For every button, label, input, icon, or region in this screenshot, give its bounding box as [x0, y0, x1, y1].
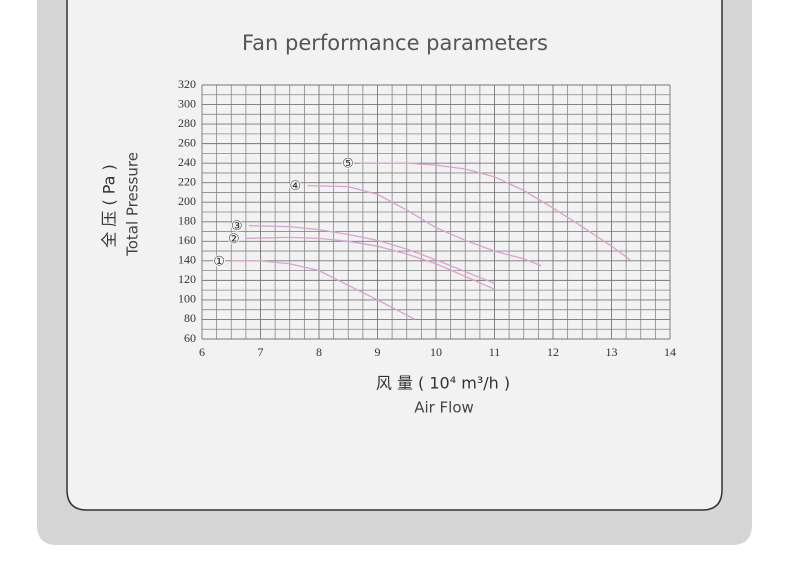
y-tick-label: 120	[178, 272, 196, 286]
series-line	[231, 260, 416, 321]
series-line	[245, 236, 495, 290]
x-tick-label: 6	[199, 345, 205, 359]
plot: 6 7 8 9 10 11 12 13 14 60 80 100 120 140 160 180 200 220 2…	[178, 77, 676, 359]
x-tick-label: 13	[606, 345, 618, 359]
y-axis-label-en: Total Pressure	[124, 152, 142, 257]
y-tick-label: 160	[178, 233, 196, 247]
series-marker	[227, 232, 240, 245]
y-tick-label: 300	[178, 96, 196, 110]
y-tick-label: 60	[184, 331, 196, 345]
y-tick-label: 260	[178, 135, 196, 149]
series-line	[307, 184, 542, 267]
series-label: ①	[213, 254, 225, 269]
x-axis-label-en: Air Flow	[414, 399, 474, 417]
series-label: ③	[231, 219, 243, 234]
x-tick-label: 10	[430, 345, 442, 359]
x-tick-label: 8	[316, 345, 322, 359]
y-axis-label: 全 压 ( Pa )	[100, 164, 119, 248]
y-tick-label: 240	[178, 155, 196, 169]
series-marker	[230, 219, 243, 232]
series-label: ④	[289, 179, 301, 194]
x-axis-label: 风 量 ( 10⁴ m³/h )	[376, 374, 510, 393]
chart-title: Fan performance parameters	[242, 31, 548, 55]
series-label: ②	[228, 232, 240, 247]
series-label: ⑤	[342, 157, 354, 172]
y-tick-label: 280	[178, 116, 196, 130]
y-tick-label: 100	[178, 292, 196, 306]
y-tick-label: 180	[178, 214, 196, 228]
series-line	[248, 225, 495, 284]
y-tick-label: 140	[178, 253, 196, 267]
x-tick-label: 11	[489, 345, 501, 359]
y-tick-label: 80	[184, 311, 196, 325]
x-tick-label: 14	[664, 345, 676, 359]
y-tick-label: 320	[178, 77, 196, 91]
y-tick-label: 200	[178, 194, 196, 208]
x-tick-label: 12	[547, 345, 559, 359]
series-marker	[213, 254, 226, 267]
series-line	[359, 162, 631, 261]
x-tick-label: 9	[375, 345, 381, 359]
series-marker	[341, 157, 354, 170]
x-tick-label: 7	[258, 345, 264, 359]
y-tick-label: 220	[178, 174, 196, 188]
series-marker	[289, 179, 302, 192]
card	[66, 0, 723, 511]
